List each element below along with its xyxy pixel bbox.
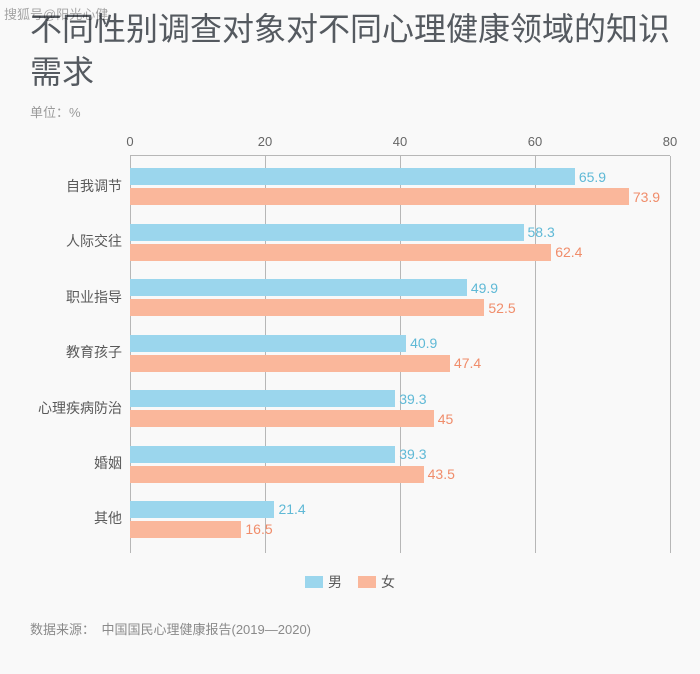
legend-label: 男: [328, 572, 342, 592]
bar: 16.5: [130, 521, 241, 538]
bar-value-label: 16.5: [245, 521, 272, 537]
bar-value-label: 45: [438, 411, 454, 427]
bar: 45: [130, 410, 434, 427]
bar: 52.5: [130, 299, 484, 316]
y-axis-labels: 自我调节人际交往职业指导教育孩子心理疾病防治婚姻其他: [30, 155, 122, 553]
bar: 62.4: [130, 244, 551, 261]
bar-value-label: 21.4: [278, 501, 305, 517]
chart-title: 不同性别调查对象对不同心理健康领域的知识需求: [30, 8, 670, 94]
bar: 40.9: [130, 335, 406, 352]
unit-label: 单位：%: [30, 102, 670, 121]
bar-value-label: 43.5: [428, 466, 455, 482]
bar-value-label: 65.9: [579, 169, 606, 185]
bar-value-label: 52.5: [488, 300, 515, 316]
bar: 58.3: [130, 224, 524, 241]
gridline: [670, 156, 671, 553]
bar-value-label: 39.3: [399, 391, 426, 407]
legend: 男女: [30, 572, 670, 593]
x-tick-label: 20: [258, 134, 272, 149]
x-tick-label: 80: [663, 134, 677, 149]
watermark-text: 搜狐号@阳光心健: [4, 4, 108, 23]
plot-area: 02040608065.973.958.362.449.952.540.947.…: [130, 155, 670, 553]
bar: 43.5: [130, 466, 424, 483]
category-label: 其他: [94, 508, 122, 528]
bar-value-label: 58.3: [528, 224, 555, 240]
bar: 47.4: [130, 355, 450, 372]
bar-value-label: 39.3: [399, 446, 426, 462]
x-tick-label: 0: [126, 134, 133, 149]
category-label: 职业指导: [66, 287, 122, 307]
legend-swatch: [358, 576, 376, 588]
bar: 73.9: [130, 188, 629, 205]
bar-value-label: 62.4: [555, 244, 582, 260]
bar-value-label: 49.9: [471, 280, 498, 296]
gridline: [535, 156, 536, 553]
legend-swatch: [305, 576, 323, 588]
bar: 65.9: [130, 168, 575, 185]
bar: 21.4: [130, 501, 274, 518]
x-tick-label: 40: [393, 134, 407, 149]
bar: 39.3: [130, 390, 395, 407]
legend-label: 女: [381, 572, 395, 592]
bar: 49.9: [130, 279, 467, 296]
source-text: 数据来源： 中国国民心理健康报告(2019—2020): [30, 619, 670, 638]
bar-value-label: 47.4: [454, 355, 481, 371]
x-tick-label: 60: [528, 134, 542, 149]
legend-item: 女: [358, 572, 395, 592]
category-label: 教育孩子: [66, 342, 122, 362]
category-label: 人际交往: [66, 231, 122, 251]
bar: 39.3: [130, 446, 395, 463]
chart-container: 不同性别调查对象对不同心理健康领域的知识需求 单位：% 0 20 40 60 80 65.…: [0, 0, 700, 658]
bar-value-label: 73.9: [633, 189, 660, 205]
category-label: 自我调节: [66, 176, 122, 196]
chart-area: 02040608065.973.958.362.449.952.540.947.…: [30, 133, 670, 603]
bar-value-label: 40.9: [410, 335, 437, 351]
category-label: 婚姻: [94, 453, 122, 473]
legend-item: 男: [305, 572, 342, 592]
category-label: 心理疾病防治: [38, 398, 122, 418]
